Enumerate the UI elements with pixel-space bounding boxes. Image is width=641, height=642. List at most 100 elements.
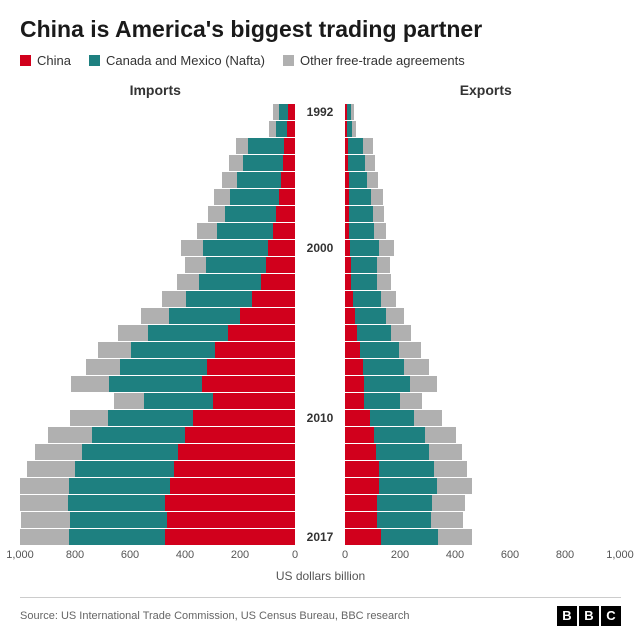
chart-area: 1992200020102017 xyxy=(20,104,621,545)
bar-segment-china xyxy=(170,478,295,494)
bar-segment-nafta xyxy=(68,495,165,511)
imports-bar xyxy=(20,274,295,290)
chart-row xyxy=(20,512,621,528)
bar-segment-nafta xyxy=(108,410,193,426)
bar-segment-china xyxy=(240,308,295,324)
bar-segment-china xyxy=(345,495,377,511)
chart-row xyxy=(20,257,621,273)
bar-segment-china xyxy=(252,291,295,307)
imports-bar xyxy=(20,138,295,154)
bar-segment-nafta xyxy=(349,223,374,239)
bar-segment-nafta xyxy=(381,529,437,545)
exports-bar xyxy=(345,410,620,426)
bar-segment-china xyxy=(345,393,364,409)
bar-segment-other xyxy=(429,444,462,460)
bar-segment-nafta xyxy=(374,427,425,443)
year-label xyxy=(295,342,345,358)
imports-bar xyxy=(20,427,295,443)
bar-segment-nafta xyxy=(82,444,178,460)
swatch-nafta xyxy=(89,55,100,66)
bar-segment-nafta xyxy=(230,189,278,205)
bar-segment-other xyxy=(438,529,472,545)
bar-segment-other xyxy=(177,274,199,290)
axis-tick: 600 xyxy=(121,549,139,561)
year-label xyxy=(295,172,345,188)
bar-segment-china xyxy=(165,529,295,545)
imports-bar xyxy=(20,308,295,324)
bar-segment-other xyxy=(381,291,396,307)
bar-segment-other xyxy=(236,138,248,154)
year-label xyxy=(295,359,345,375)
bar-segment-china xyxy=(345,512,377,528)
bar-segment-other xyxy=(20,529,69,545)
year-label xyxy=(295,155,345,171)
exports-bar xyxy=(345,529,620,545)
bar-segment-china xyxy=(185,427,295,443)
bar-segment-nafta xyxy=(203,240,268,256)
bar-segment-other xyxy=(181,240,203,256)
legend-item-china: China xyxy=(20,53,71,68)
bar-segment-china xyxy=(283,155,295,171)
bar-segment-other xyxy=(222,172,237,188)
bar-segment-china xyxy=(345,529,381,545)
bar-segment-other xyxy=(185,257,206,273)
bar-segment-nafta xyxy=(148,325,228,341)
bar-segment-other xyxy=(414,410,442,426)
bar-segment-nafta xyxy=(243,155,283,171)
bar-segment-nafta xyxy=(279,104,289,120)
exports-bar xyxy=(345,342,620,358)
imports-bar xyxy=(20,444,295,460)
year-label xyxy=(295,121,345,137)
exports-bar xyxy=(345,461,620,477)
chart-row xyxy=(20,359,621,375)
exports-bar xyxy=(345,206,620,222)
bar-segment-china xyxy=(345,410,370,426)
year-label xyxy=(295,478,345,494)
year-label xyxy=(295,206,345,222)
chart-title: China is America's biggest trading partn… xyxy=(20,16,621,43)
bar-segment-china xyxy=(345,325,357,341)
bar-segment-other xyxy=(399,342,422,358)
bbc-logo: B B C xyxy=(557,606,621,626)
year-label xyxy=(295,223,345,239)
source-text: Source: US International Trade Commissio… xyxy=(20,610,409,622)
imports-bar xyxy=(20,376,295,392)
bar-segment-china xyxy=(273,223,295,239)
bar-segment-china xyxy=(165,495,295,511)
bar-segment-other xyxy=(404,359,429,375)
year-label xyxy=(295,138,345,154)
chart-row xyxy=(20,444,621,460)
bar-segment-nafta xyxy=(69,529,165,545)
bar-segment-other xyxy=(425,427,457,443)
bar-segment-nafta xyxy=(131,342,215,358)
bar-segment-china xyxy=(193,410,295,426)
bar-segment-nafta xyxy=(120,359,207,375)
bar-segment-other xyxy=(363,138,373,154)
bar-segment-nafta xyxy=(248,138,284,154)
exports-bar xyxy=(345,393,620,409)
imports-bar xyxy=(20,223,295,239)
imports-bar xyxy=(20,410,295,426)
legend-label: Other free-trade agreements xyxy=(300,53,465,68)
bar-segment-nafta xyxy=(217,223,273,239)
chart-row xyxy=(20,478,621,494)
bar-segment-other xyxy=(27,461,75,477)
chart-row: 2017 xyxy=(20,529,621,545)
bar-segment-nafta xyxy=(276,121,287,137)
bar-segment-china xyxy=(345,359,363,375)
chart-row xyxy=(20,274,621,290)
subtitle-imports: Imports xyxy=(20,82,341,98)
bar-segment-other xyxy=(86,359,120,375)
bar-segment-other xyxy=(141,308,169,324)
bar-segment-other xyxy=(391,325,411,341)
exports-bar xyxy=(345,155,620,171)
bar-segment-nafta xyxy=(75,461,174,477)
bar-segment-other xyxy=(114,393,144,409)
bar-segment-nafta xyxy=(377,495,432,511)
imports-bar xyxy=(20,240,295,256)
bar-segment-nafta xyxy=(355,308,387,324)
bar-segment-other xyxy=(162,291,187,307)
chart-row: 1992 xyxy=(20,104,621,120)
chart-row xyxy=(20,325,621,341)
imports-bar xyxy=(20,291,295,307)
